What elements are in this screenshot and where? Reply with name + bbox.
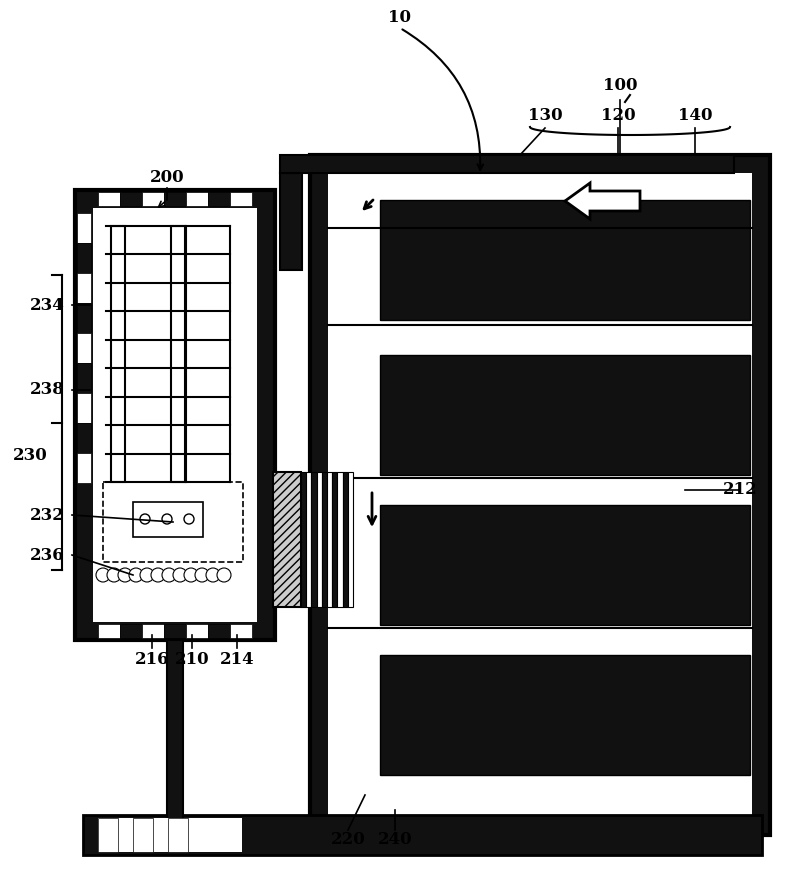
Circle shape [129, 568, 143, 582]
Bar [164, 624, 186, 638]
Bar [77, 273, 91, 303]
Text: 230: 230 [13, 446, 47, 463]
Bar [273, 472, 301, 607]
Text: 10: 10 [389, 10, 411, 27]
Circle shape [151, 568, 165, 582]
Bar [317, 472, 322, 607]
Bar [380, 355, 750, 475]
Circle shape [206, 568, 220, 582]
Circle shape [96, 568, 110, 582]
Bar [142, 624, 164, 638]
Text: 212: 212 [722, 482, 758, 499]
Bar [98, 192, 120, 206]
Bar [230, 192, 252, 206]
Bar [186, 624, 208, 638]
Bar [77, 423, 91, 453]
Bar [168, 818, 188, 852]
Bar [98, 818, 242, 852]
Bar [77, 243, 91, 273]
Text: 130: 130 [528, 106, 562, 123]
Bar [77, 213, 91, 243]
Circle shape [118, 568, 132, 582]
Bar [103, 482, 243, 562]
Bar [77, 393, 91, 423]
Bar [311, 472, 317, 607]
Text: 216: 216 [134, 652, 170, 669]
Bar [342, 472, 348, 607]
Text: 120: 120 [601, 106, 635, 123]
Text: 220: 220 [330, 831, 366, 848]
Text: 210: 210 [174, 652, 210, 669]
Text: 100: 100 [602, 77, 638, 94]
Bar [98, 818, 118, 852]
Circle shape [107, 568, 121, 582]
Circle shape [162, 514, 172, 524]
Bar [338, 472, 342, 607]
Circle shape [217, 568, 231, 582]
Bar [322, 472, 327, 607]
Bar [208, 192, 230, 206]
Bar [111, 226, 125, 482]
Bar [348, 472, 353, 607]
Circle shape [140, 514, 150, 524]
Circle shape [184, 568, 198, 582]
Bar [120, 192, 142, 206]
Bar [142, 192, 164, 206]
Text: 232: 232 [30, 507, 65, 524]
Text: 234: 234 [30, 297, 64, 314]
Bar [77, 303, 91, 333]
Bar [328, 173, 752, 817]
Circle shape [162, 568, 176, 582]
Bar [380, 505, 750, 625]
Circle shape [184, 514, 194, 524]
Bar [171, 226, 185, 482]
Bar [77, 363, 91, 393]
Polygon shape [565, 183, 640, 219]
Bar [93, 208, 257, 622]
Bar [208, 624, 230, 638]
Bar [164, 192, 186, 206]
Text: 140: 140 [678, 106, 712, 123]
Bar [83, 815, 762, 855]
Text: 236: 236 [30, 546, 64, 563]
Bar [327, 472, 332, 607]
Text: 238: 238 [30, 382, 65, 399]
Text: 214: 214 [220, 652, 254, 669]
Text: 240: 240 [378, 831, 412, 848]
Bar [380, 200, 750, 320]
Circle shape [140, 568, 154, 582]
Bar [77, 453, 91, 483]
Bar [310, 155, 770, 835]
Bar [332, 472, 338, 607]
Bar [306, 472, 311, 607]
Bar [133, 502, 203, 537]
Bar [230, 624, 252, 638]
Bar [301, 472, 306, 607]
Circle shape [195, 568, 209, 582]
Text: 200: 200 [150, 170, 184, 187]
Bar [77, 333, 91, 363]
Bar [380, 655, 750, 775]
Bar [75, 190, 275, 640]
Bar [98, 624, 120, 638]
Bar [133, 818, 153, 852]
Circle shape [173, 568, 187, 582]
Bar [120, 624, 142, 638]
Bar [280, 155, 734, 173]
Bar [280, 173, 302, 270]
Bar [167, 640, 183, 835]
Bar [186, 192, 208, 206]
